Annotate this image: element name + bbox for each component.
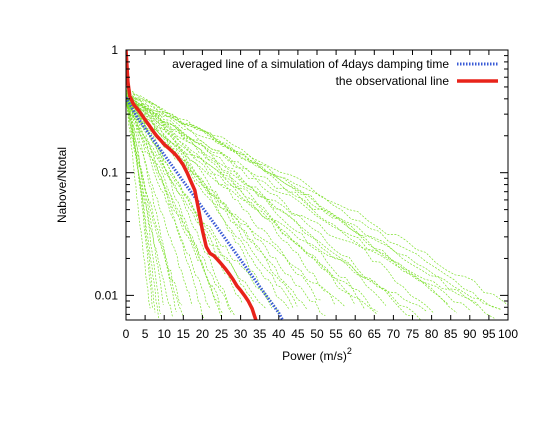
x-tick-label: 15 bbox=[177, 327, 191, 341]
simulation-line bbox=[126, 93, 377, 315]
simulation-line bbox=[126, 94, 243, 304]
x-tick-label: 10 bbox=[158, 327, 172, 341]
simulation-line bbox=[126, 98, 326, 317]
legend-label: averaged line of a simulation of 4days d… bbox=[172, 57, 449, 71]
simulation-line bbox=[126, 89, 495, 319]
x-tick-label: 95 bbox=[482, 327, 496, 341]
x-tick-label: 5 bbox=[142, 327, 149, 341]
averaged-simulation-line bbox=[126, 96, 284, 320]
simulation-line bbox=[126, 96, 356, 305]
legend: averaged line of a simulation of 4days d… bbox=[172, 57, 498, 88]
x-tick-label: 40 bbox=[272, 327, 286, 341]
x-tick-label: 80 bbox=[425, 327, 439, 341]
simulation-line bbox=[126, 96, 472, 312]
simulation-line bbox=[126, 89, 235, 316]
simulation-line bbox=[126, 98, 458, 314]
x-tick-label: 90 bbox=[463, 327, 477, 341]
x-tick-label: 70 bbox=[387, 327, 401, 341]
simulation-line bbox=[126, 91, 173, 318]
x-tick-label: 65 bbox=[368, 327, 382, 341]
simulation-line bbox=[126, 93, 415, 317]
x-tick-label: 30 bbox=[234, 327, 248, 341]
simulation-line bbox=[126, 98, 294, 309]
simulation-line bbox=[126, 90, 161, 314]
y-axis-ticks: 1 0.1 0.01 bbox=[95, 43, 508, 315]
simulation-line bbox=[126, 89, 184, 317]
simulation-line bbox=[126, 90, 298, 307]
x-axis-title: Power (m/s)2 bbox=[282, 346, 352, 363]
x-tick-label: 75 bbox=[406, 327, 420, 341]
simulation-line bbox=[126, 98, 153, 308]
simulation-line bbox=[126, 89, 289, 309]
simulation-line bbox=[126, 96, 422, 320]
observational-line bbox=[126, 50, 258, 320]
simulation-line bbox=[126, 92, 280, 314]
simulation-line bbox=[126, 97, 427, 312]
x-tick-label: 100 bbox=[498, 327, 518, 341]
simulation-line bbox=[126, 96, 205, 319]
y-tick-label: 0.01 bbox=[95, 288, 119, 302]
simulation-lines bbox=[126, 87, 508, 320]
simulation-line bbox=[126, 93, 508, 306]
simulation-line bbox=[126, 101, 164, 306]
simulation-line bbox=[126, 92, 222, 317]
series-lines bbox=[126, 50, 284, 320]
y-tick-label: 0.1 bbox=[101, 166, 118, 180]
x-tick-label: 50 bbox=[310, 327, 324, 341]
y-axis-title: Nabove/Ntotal bbox=[55, 147, 69, 223]
simulation-line bbox=[126, 94, 232, 313]
x-tick-label: 25 bbox=[215, 327, 229, 341]
legend-label: the observational line bbox=[336, 74, 450, 88]
x-tick-label: 45 bbox=[291, 327, 305, 341]
simulation-line bbox=[126, 105, 502, 311]
x-axis-title-superscript: 2 bbox=[347, 346, 352, 356]
simulation-line bbox=[126, 101, 193, 306]
y-tick-label: 1 bbox=[111, 43, 118, 57]
x-tick-label: 85 bbox=[444, 327, 458, 341]
x-tick-label: 60 bbox=[349, 327, 363, 341]
x-axis-ticks: 0 5 10 15 20 25 30 35 40 45 50 55 60 65 70 75 80 85 90 95 10… bbox=[123, 50, 518, 341]
x-tick-label: 35 bbox=[253, 327, 267, 341]
x-axis-title-text: Power (m/s) bbox=[282, 349, 347, 363]
plot-frame bbox=[125, 49, 509, 321]
simulation-line bbox=[126, 96, 435, 314]
simulation-line bbox=[126, 92, 151, 309]
x-tick-label: 20 bbox=[196, 327, 210, 341]
simulation-line bbox=[126, 99, 211, 310]
x-tick-label: 0 bbox=[123, 327, 130, 341]
simulation-line bbox=[126, 98, 478, 306]
simulation-line bbox=[126, 99, 267, 309]
simulation-line bbox=[126, 96, 183, 306]
simulation-line bbox=[126, 102, 387, 306]
simulation-line bbox=[126, 102, 365, 309]
simulation-line bbox=[126, 95, 501, 310]
x-tick-label: 55 bbox=[329, 327, 343, 341]
